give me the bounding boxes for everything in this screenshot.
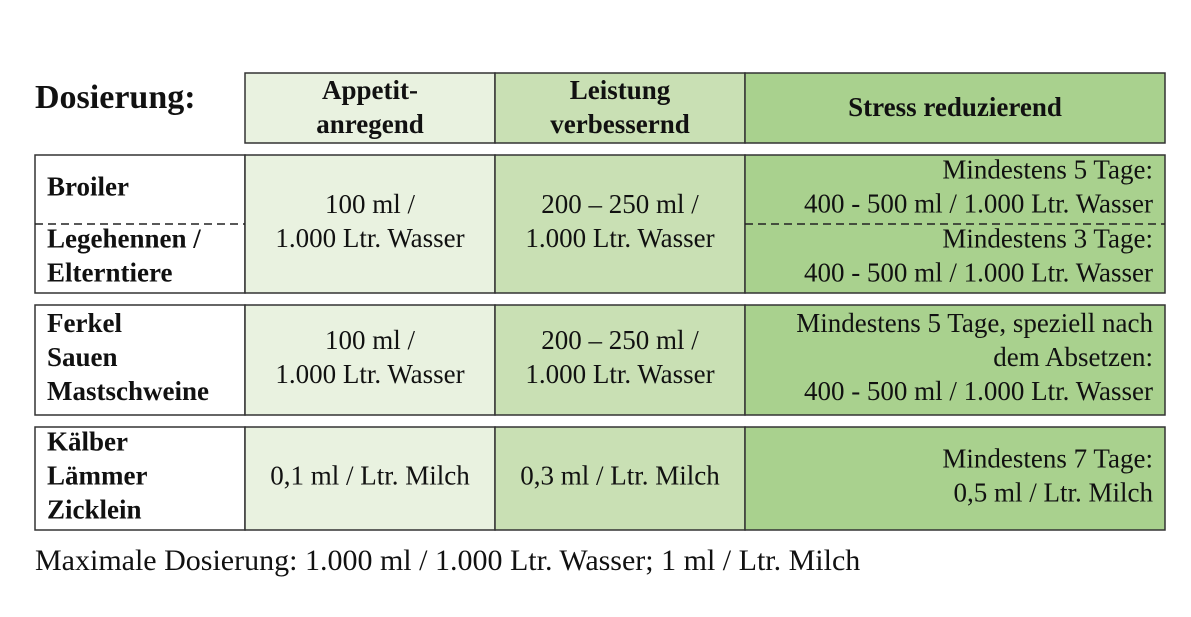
cell <box>744 426 1166 531</box>
stress-text: dem Absetzen: <box>993 342 1153 372</box>
stress-text: 400 - 500 ml / 1.000 Ltr. Wasser <box>804 189 1153 219</box>
leistung-text: 1.000 Ltr. Wasser <box>525 223 714 253</box>
header-text: Stress reduzierend <box>848 92 1062 122</box>
header-text: Leistung <box>570 75 671 105</box>
cell <box>494 304 746 416</box>
cell <box>494 154 746 294</box>
cell <box>494 426 746 531</box>
cell <box>244 304 496 416</box>
stress-text: Mindestens 5 Tage: <box>942 155 1153 185</box>
leistung-text: 200 – 250 ml / <box>541 325 699 355</box>
title: Dosierung: <box>35 79 196 116</box>
stress-text: 0,5 ml / Ltr. Milch <box>954 478 1154 508</box>
header-text: Appetit- <box>322 75 418 105</box>
header-cell <box>494 72 746 144</box>
animal-label: Zicklein <box>47 495 142 525</box>
header-cell <box>744 72 1166 144</box>
appetit-text: 1.000 Ltr. Wasser <box>275 359 464 389</box>
label-cell <box>34 304 246 416</box>
stress-text: 400 - 500 ml / 1.000 Ltr. Wasser <box>804 258 1153 288</box>
stress-text: Mindestens 5 Tage, speziell nach <box>796 308 1153 338</box>
header-cell <box>244 72 496 144</box>
leistung-text: 0,3 ml / Ltr. Milch <box>520 461 720 491</box>
stress-text: 400 - 500 ml / 1.000 Ltr. Wasser <box>804 376 1153 406</box>
appetit-text: 100 ml / <box>325 325 416 355</box>
leistung-text: 1.000 Ltr. Wasser <box>525 359 714 389</box>
animal-label: Elterntiere <box>47 258 172 288</box>
stress-text: Mindestens 7 Tage: <box>942 444 1153 474</box>
header-text: verbessernd <box>550 109 689 139</box>
appetit-text: 100 ml / <box>325 189 416 219</box>
animal-label: Legehennen / <box>47 224 201 254</box>
cell <box>244 154 496 294</box>
footer: Maximale Dosierung: 1.000 ml / 1.000 Ltr… <box>35 544 860 577</box>
appetit-text: 0,1 ml / Ltr. Milch <box>270 461 470 491</box>
animal-label: Mastschweine <box>47 376 209 406</box>
cell <box>244 426 496 531</box>
stress-text: Mindestens 3 Tage: <box>942 224 1153 254</box>
header-text: anregend <box>316 109 424 139</box>
animal-label: Ferkel <box>47 308 122 338</box>
label-cell <box>34 426 246 531</box>
animal-label: Broiler <box>47 172 129 202</box>
animal-label: Sauen <box>47 342 118 372</box>
appetit-text: 1.000 Ltr. Wasser <box>275 223 464 253</box>
animal-label: Kälber <box>47 427 128 457</box>
leistung-text: 200 – 250 ml / <box>541 189 699 219</box>
animal-label: Lämmer <box>47 461 147 491</box>
cell <box>744 304 1166 416</box>
